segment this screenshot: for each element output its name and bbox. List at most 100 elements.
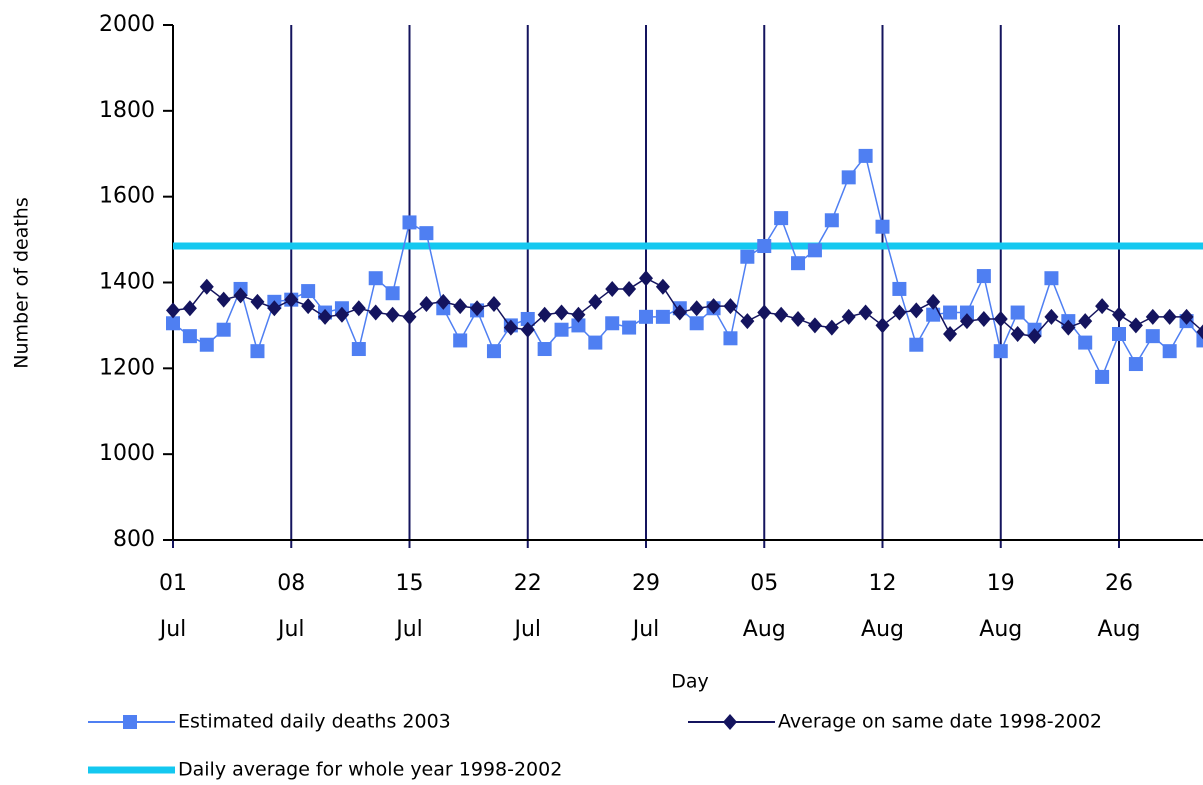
marker	[622, 320, 637, 335]
marker	[554, 322, 569, 337]
marker	[875, 219, 890, 234]
marker	[841, 308, 856, 325]
marker	[926, 307, 941, 322]
marker	[301, 284, 316, 299]
marker	[402, 215, 417, 230]
marker	[1044, 271, 1059, 286]
marker	[1010, 326, 1025, 342]
marker	[807, 317, 822, 334]
marker	[318, 308, 333, 325]
marker	[419, 295, 434, 312]
marker	[1162, 308, 1177, 325]
marker	[1196, 324, 1203, 340]
marker	[520, 321, 535, 338]
marker	[993, 310, 1008, 327]
x-tick-label: 29 Jul	[631, 571, 660, 642]
marker	[301, 298, 316, 315]
legend-label: Average on same date 1998-2002	[778, 711, 1102, 733]
marker	[571, 306, 586, 323]
marker	[486, 344, 501, 359]
marker	[588, 293, 603, 310]
marker	[1179, 308, 1194, 325]
marker	[216, 322, 231, 337]
marker	[1078, 313, 1093, 330]
marker	[723, 331, 738, 346]
y-tick-label: 1800	[99, 98, 155, 123]
marker	[1112, 306, 1126, 323]
legend-label: Estimated daily deaths 2003	[178, 711, 451, 733]
marker	[639, 309, 653, 324]
marker	[689, 300, 704, 317]
marker	[571, 318, 586, 333]
marker	[824, 213, 839, 228]
y-tick-label: 1400	[99, 270, 155, 295]
marker	[334, 306, 349, 323]
marker	[824, 319, 839, 336]
marker	[351, 300, 366, 317]
marker	[123, 715, 137, 729]
marker	[166, 316, 180, 331]
marker	[503, 319, 518, 336]
marker	[622, 280, 637, 297]
marker	[605, 316, 620, 331]
marker	[706, 298, 721, 315]
marker	[605, 280, 620, 297]
marker	[943, 305, 958, 320]
marker	[250, 344, 265, 359]
y-tick-label: 2000	[99, 12, 155, 37]
marker	[419, 226, 434, 241]
marker	[723, 298, 738, 315]
marker	[520, 311, 535, 326]
marker	[943, 326, 958, 342]
series-line	[172, 154, 1203, 379]
marker	[1112, 327, 1126, 341]
marker	[1044, 308, 1059, 325]
marker	[1061, 319, 1076, 336]
marker	[284, 291, 299, 308]
marker	[470, 300, 485, 317]
marker	[250, 293, 265, 310]
marker	[385, 306, 400, 323]
marker	[740, 313, 755, 330]
x-tick-label: 26 Aug	[1098, 571, 1141, 642]
y-axis-label: Number of deaths	[11, 197, 33, 369]
marker	[1162, 344, 1177, 359]
marker	[199, 337, 214, 352]
marker	[655, 278, 670, 295]
marker	[1027, 328, 1042, 345]
marker	[351, 342, 366, 357]
marker	[655, 309, 670, 324]
marker	[385, 286, 400, 301]
marker	[926, 293, 941, 310]
marker	[689, 316, 704, 331]
marker	[1145, 308, 1160, 325]
marker	[1145, 329, 1160, 344]
marker	[841, 170, 856, 185]
marker	[1078, 335, 1093, 350]
marker	[233, 287, 248, 304]
marker	[588, 335, 603, 350]
marker	[267, 300, 282, 317]
x-axis-label: Day	[671, 671, 709, 693]
marker	[216, 291, 231, 308]
marker	[875, 317, 890, 334]
x-tick-label: 05 Aug	[743, 571, 786, 642]
marker	[774, 211, 789, 226]
marker	[368, 271, 383, 286]
x-tick-label: 12 Aug	[861, 571, 904, 642]
marker	[757, 304, 772, 321]
marker	[166, 302, 180, 319]
marker	[791, 310, 806, 327]
x-tick-label: 22 Jul	[512, 571, 541, 642]
marker	[976, 269, 991, 284]
marker	[909, 337, 924, 352]
legend-label: Daily average for whole year 1998-2002	[178, 759, 562, 781]
marker	[453, 298, 468, 315]
marker	[537, 306, 552, 323]
marker	[791, 256, 806, 271]
marker	[976, 310, 991, 327]
x-tick-label: 19 Aug	[979, 571, 1022, 642]
marker	[959, 313, 974, 330]
x-tick-label: 01 Jul	[158, 571, 187, 642]
